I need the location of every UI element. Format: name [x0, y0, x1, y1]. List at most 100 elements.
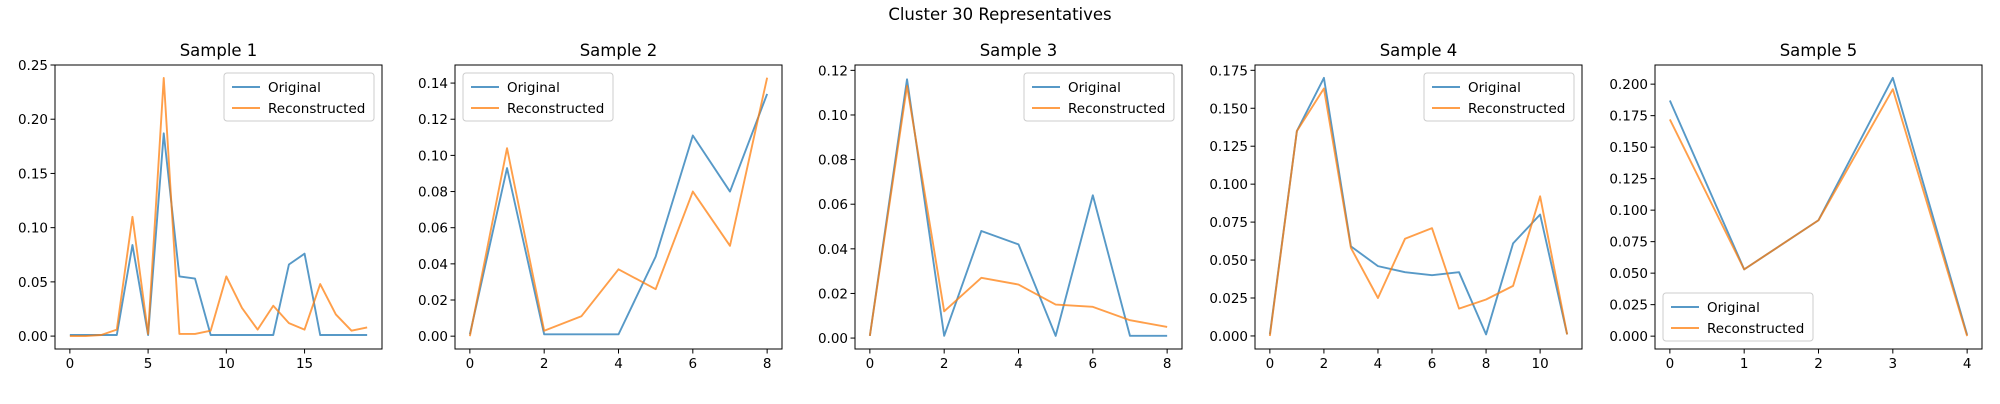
legend: Original Reconstructed [1423, 72, 1575, 122]
series-line-original [69, 132, 368, 336]
x-tick-label: 6 [1428, 356, 1437, 372]
y-tick-label: 0.175 [1609, 109, 1648, 125]
legend-label-reconstructed: Reconstructed [268, 101, 365, 117]
subplot-title: Sample 1 [180, 41, 258, 60]
y-tick-label: 0.15 [18, 166, 48, 182]
y-tick-label: 0.025 [1609, 298, 1648, 314]
y-tick-label: 0.00 [18, 329, 48, 345]
subplot-title: Sample 4 [1380, 41, 1458, 60]
x-tick-label: 5 [144, 356, 153, 372]
y-tick-label: 0.075 [1609, 235, 1648, 251]
x-tick-label: 8 [1163, 356, 1172, 372]
legend-label-original: Original [507, 80, 560, 96]
x-tick-label: 2 [1320, 356, 1329, 372]
x-tick-label: 4 [614, 356, 623, 372]
legend-label-reconstructed: Reconstructed [1707, 321, 1804, 337]
figure-title: Cluster 30 Representatives [888, 5, 1111, 24]
subplot-4: Sample 4 0 2 4 6 8 10 0.000 0.025 0.050 0.075 0.100… [1209, 41, 1583, 372]
y-tick-label: 0.075 [1209, 215, 1248, 231]
y-tick-label: 0.08 [418, 185, 448, 201]
y-tick-label: 0.12 [418, 112, 448, 128]
subplot-5: Sample 5 0 1 2 3 4 0.000 0.025 0.050 0.075 0.100 0.… [1609, 41, 1983, 372]
series-line-original [468, 93, 769, 336]
y-tick-label: 0.14 [418, 76, 448, 92]
subplot-2: Sample 2 0 2 4 6 8 0.00 0.02 0.04 0.06 0.08 0.10 0.1… [418, 41, 783, 372]
series-line-reconstructed [1268, 87, 1569, 337]
y-tick-label: 0.00 [418, 329, 448, 345]
x-tick-label: 6 [1089, 356, 1098, 372]
y-tick-label: 0.150 [1609, 140, 1648, 156]
y-tick-label: 0.06 [818, 197, 848, 213]
series-line-reconstructed [868, 85, 1168, 336]
y-tick-label: 0.02 [418, 293, 448, 309]
y-tick-label: 0.20 [18, 112, 48, 128]
series-line-reconstructed [1669, 88, 1969, 337]
y-tick-label: 0.125 [1609, 172, 1648, 188]
x-tick-label: 1 [1740, 356, 1749, 372]
y-tick-label: 0.12 [818, 63, 848, 79]
series-line-reconstructed [69, 77, 368, 338]
y-tick-label: 0.05 [18, 275, 48, 291]
x-tick-label: 2 [1814, 356, 1823, 372]
x-tick-label: 0 [1266, 356, 1275, 372]
x-tick-label: 10 [218, 356, 235, 372]
subplot-title: Sample 2 [580, 41, 658, 60]
x-tick-label: 15 [296, 356, 313, 372]
legend-box [223, 72, 375, 122]
legend-box [462, 72, 614, 122]
x-tick-label: 2 [940, 356, 949, 372]
x-tick-label: 2 [540, 356, 549, 372]
y-tick-label: 0.06 [418, 221, 448, 237]
subplot-title: Sample 3 [980, 41, 1058, 60]
series-line-reconstructed [468, 77, 769, 337]
y-tick-label: 0.04 [818, 242, 848, 258]
x-tick-label: 0 [866, 356, 875, 372]
legend-label-reconstructed: Reconstructed [1468, 101, 1565, 117]
y-tick-label: 0.050 [1609, 266, 1648, 282]
x-tick-label: 6 [689, 356, 698, 372]
y-tick-label: 0.000 [1609, 329, 1648, 345]
axes-frame [54, 64, 383, 350]
legend: Original Reconstructed [462, 72, 614, 122]
y-tick-label: 0.150 [1209, 101, 1248, 117]
legend-label-reconstructed: Reconstructed [507, 101, 604, 117]
y-tick-label: 0.125 [1209, 139, 1248, 155]
x-tick-label: 4 [1374, 356, 1383, 372]
axes-frame [1254, 64, 1583, 350]
legend-label-reconstructed: Reconstructed [1068, 101, 1165, 117]
x-tick-label: 4 [1014, 356, 1023, 372]
legend-box [1662, 292, 1814, 342]
y-tick-label: 0.050 [1209, 253, 1248, 269]
y-tick-label: 0.025 [1209, 291, 1248, 307]
y-tick-label: 0.08 [818, 153, 848, 169]
y-tick-label: 0.00 [818, 331, 848, 347]
x-tick-label: 0 [1666, 356, 1675, 372]
subplot-3: Sample 3 0 2 4 6 8 0.00 0.02 0.04 0.06 0.08 0.10 0.1… [818, 41, 1183, 372]
y-tick-label: 0.10 [418, 148, 448, 164]
y-tick-label: 0.200 [1609, 77, 1648, 93]
legend-label-original: Original [1707, 300, 1760, 316]
x-tick-label: 3 [1889, 356, 1898, 372]
x-tick-label: 8 [1482, 356, 1491, 372]
series-line-original [1268, 76, 1569, 336]
subplot-1: Sample 1 0 5 10 15 0.00 0.05 0.10 0.15 0.20 0.25 Or… [18, 41, 383, 372]
y-tick-label: 0.02 [818, 286, 848, 302]
legend-label-original: Original [1468, 80, 1521, 96]
x-tick-label: 0 [66, 356, 75, 372]
legend-label-original: Original [1068, 80, 1121, 96]
legend-box [1423, 72, 1575, 122]
x-tick-label: 0 [466, 356, 475, 372]
y-tick-label: 0.10 [818, 108, 848, 124]
legend-box [1023, 72, 1175, 122]
legend: Original Reconstructed [1023, 72, 1175, 122]
y-tick-label: 0.000 [1209, 329, 1248, 345]
y-tick-label: 0.04 [418, 257, 448, 273]
x-tick-label: 8 [763, 356, 772, 372]
legend: Original Reconstructed [1662, 292, 1814, 342]
x-tick-label: 10 [1532, 356, 1549, 372]
y-tick-label: 0.100 [1609, 203, 1648, 219]
y-tick-label: 0.175 [1209, 63, 1248, 79]
y-tick-label: 0.25 [18, 58, 48, 74]
